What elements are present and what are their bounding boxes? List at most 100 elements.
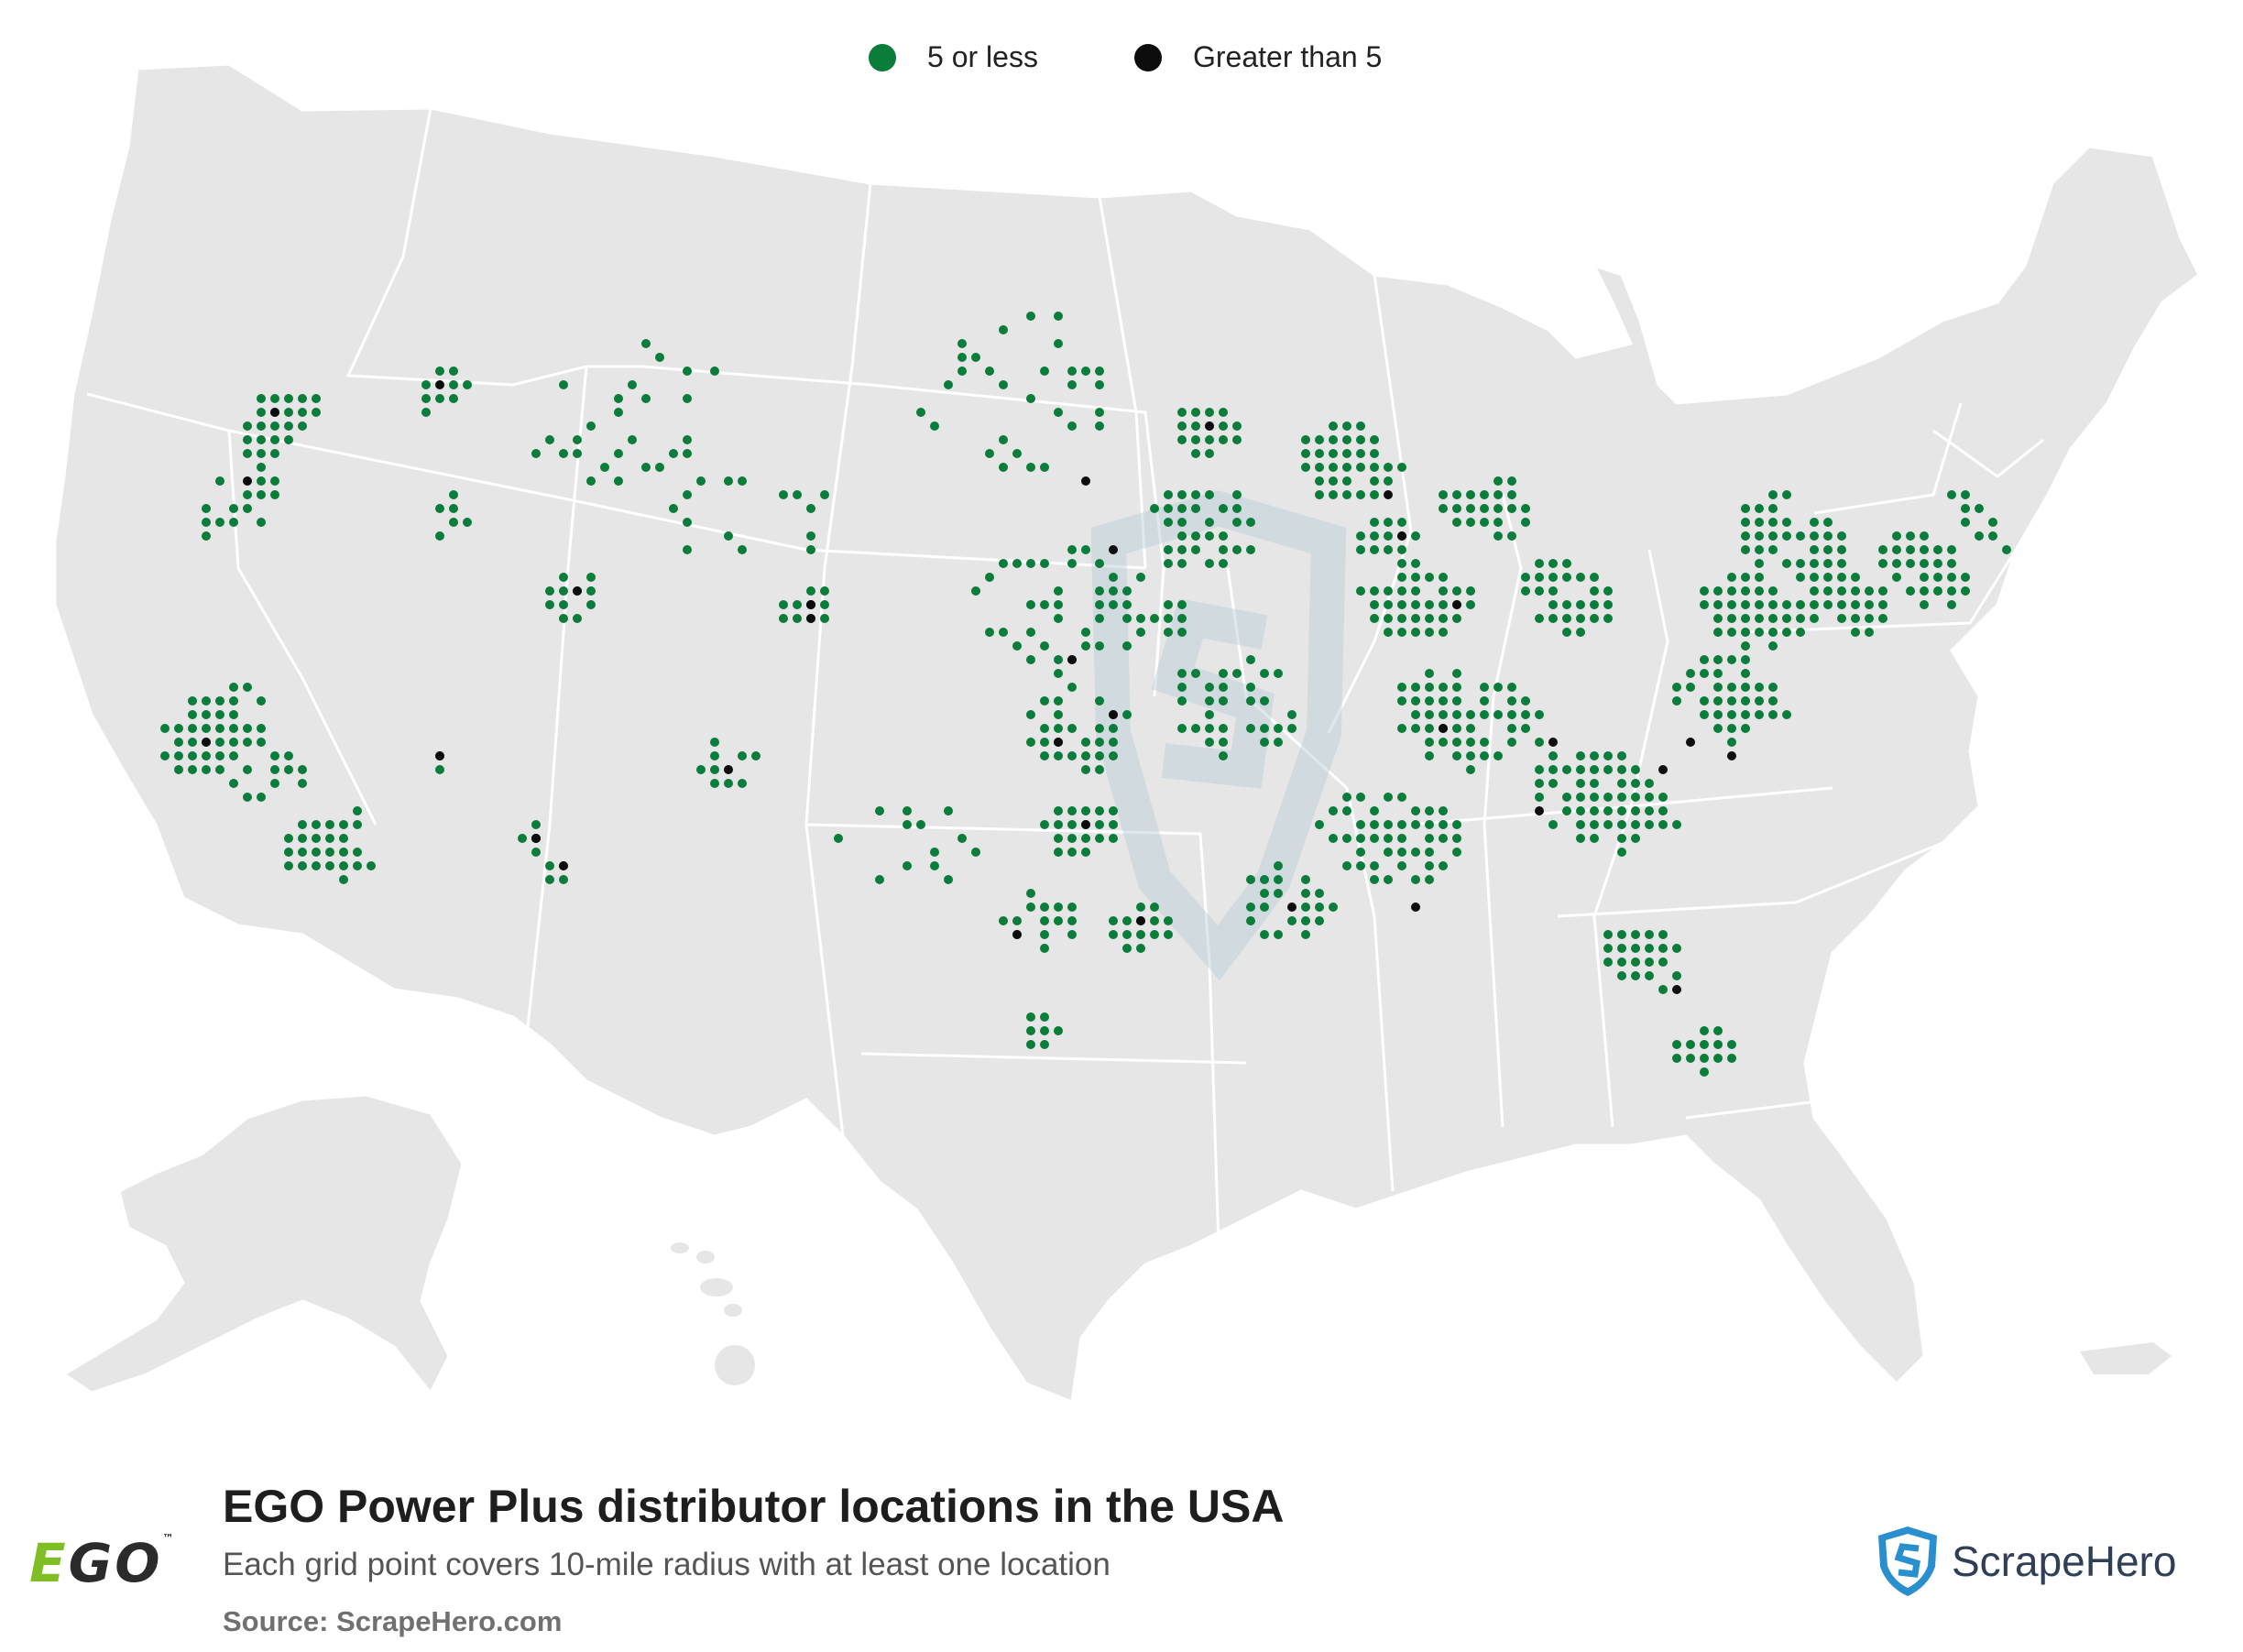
location-dot-low (257, 435, 266, 444)
location-dot-low (229, 738, 238, 747)
location-dot-low (1727, 628, 1736, 637)
location-dot-low (1920, 531, 1929, 541)
location-dot-low (586, 573, 596, 582)
location-dot-low (1411, 586, 1420, 596)
location-dot-low (435, 531, 444, 541)
location-dot-low (1439, 820, 1448, 829)
location-dot-low (1177, 518, 1187, 527)
location-dot-low (1191, 490, 1200, 499)
location-dot-low (1617, 971, 1626, 980)
location-dot-low (1535, 738, 1544, 747)
location-dot-low (820, 586, 829, 596)
location-dot-low (1397, 861, 1406, 870)
location-dot-low (1713, 1026, 1723, 1035)
location-dot-low (1425, 738, 1434, 747)
location-dot-low (1658, 820, 1668, 829)
location-dot-low (1067, 903, 1077, 912)
location-dot-low (806, 545, 815, 554)
location-dot-low (1425, 614, 1434, 623)
location-dot-low (820, 490, 829, 499)
location-dot-low (1507, 531, 1516, 541)
location-dot-low (1590, 806, 1599, 815)
location-dot-low (1081, 806, 1090, 815)
location-dot-low (957, 834, 967, 843)
location-dot-low (1439, 861, 1448, 870)
location-dot-low (202, 504, 211, 513)
us-land-layer (53, 62, 2201, 1405)
location-dot-low (1741, 724, 1750, 733)
location-dot-low (999, 380, 1008, 389)
location-dot-low (1260, 889, 1269, 898)
location-dot-low (1205, 408, 1214, 417)
legend: 5 or less Greater than 5 (0, 40, 2243, 77)
location-dot-low (1026, 559, 1035, 568)
location-dot-low (1342, 490, 1351, 499)
location-dot-low (655, 463, 664, 472)
location-dot-low (1012, 641, 1022, 651)
location-dot-low (1755, 545, 1764, 554)
location-dot-low (1177, 435, 1187, 444)
location-dot-low (559, 586, 568, 596)
location-dot-low (1521, 518, 1530, 527)
location-dot-low (1425, 683, 1434, 692)
location-dot-low (1439, 834, 1448, 843)
location-dot-low (1384, 820, 1393, 829)
location-dot-low (1054, 848, 1063, 857)
location-dot-low (1741, 573, 1750, 582)
location-dot-low (1700, 586, 1709, 596)
location-dot-low (1837, 600, 1846, 609)
location-dot-low (628, 380, 637, 389)
location-dot-low (1370, 435, 1379, 444)
location-dot-low (2002, 545, 2011, 554)
location-dot-low (985, 628, 994, 637)
location-dot-low (202, 710, 211, 719)
legend-item-high: Greater than 5 (1134, 40, 1382, 74)
location-dot-low (1507, 476, 1516, 486)
location-dot-low (1535, 614, 1544, 623)
location-dot-low (1219, 408, 1228, 417)
location-dot-low (1439, 738, 1448, 747)
location-dot-low (1755, 683, 1764, 692)
location-dot-low (1727, 1054, 1736, 1063)
location-dot-low (1603, 765, 1613, 774)
location-dot-low (1067, 545, 1077, 554)
location-dot-low (1191, 408, 1200, 417)
location-dot-low (1507, 490, 1516, 499)
location-dot-high (1012, 930, 1022, 939)
location-dot-low (1576, 834, 1585, 843)
location-dot-low (229, 751, 238, 760)
location-dot-low (1672, 1054, 1681, 1063)
location-dot-low (1645, 779, 1654, 788)
location-dot-low (1232, 545, 1242, 554)
legend-item-low: 5 or less (869, 40, 1038, 74)
location-dot-low (1081, 367, 1090, 376)
location-dot-low (1727, 683, 1736, 692)
location-dot-low (1576, 779, 1585, 788)
location-dot-low (298, 408, 307, 417)
location-dot-low (1274, 669, 1283, 678)
location-dot-low (1590, 751, 1599, 760)
location-dot-low (1384, 586, 1393, 596)
location-dot-low (1370, 490, 1379, 499)
location-dot-low (1645, 944, 1654, 953)
location-dot-low (1177, 559, 1187, 568)
location-dot-low (1823, 600, 1833, 609)
location-dot-low (1095, 806, 1104, 815)
location-dot-low (1658, 957, 1668, 967)
location-dot-low (1920, 559, 1929, 568)
location-dot-low (1741, 586, 1750, 596)
location-dot-low (1081, 751, 1090, 760)
location-dot-low (1425, 710, 1434, 719)
location-dot-low (1782, 490, 1791, 499)
location-dot-low (435, 367, 444, 376)
location-dot-low (1246, 724, 1255, 733)
location-dot-low (1411, 820, 1420, 829)
location-dot-low (1933, 545, 1942, 554)
location-dot-low (683, 394, 692, 403)
location-dot-low (1370, 600, 1379, 609)
location-dot-low (1232, 421, 1242, 431)
location-dot-low (614, 408, 623, 417)
location-dot-low (1177, 628, 1187, 637)
location-dot-low (1713, 614, 1723, 623)
location-dot-low (1040, 600, 1049, 609)
